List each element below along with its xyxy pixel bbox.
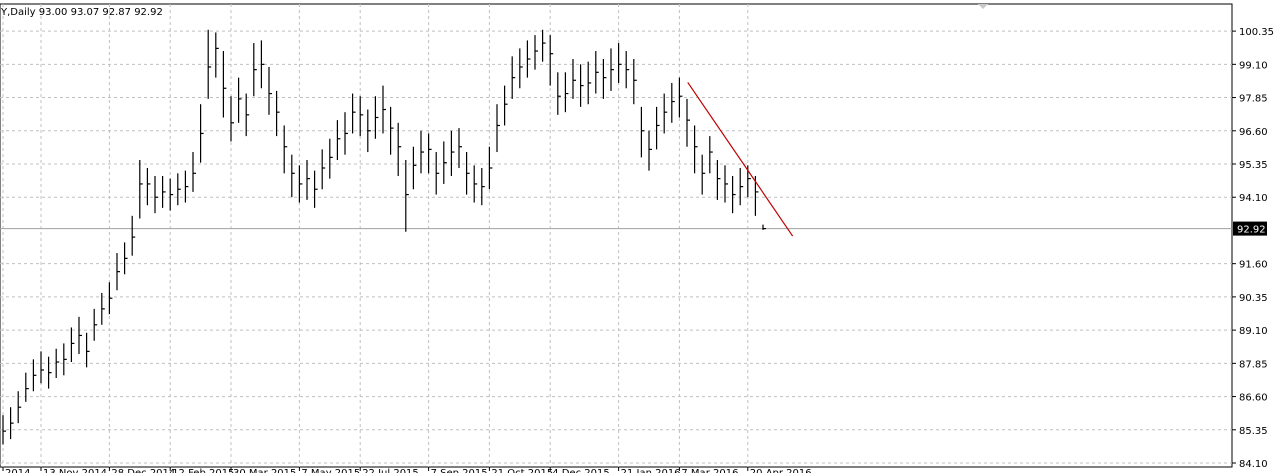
y-tick-label: 90.35 — [1239, 293, 1268, 304]
plot-frame — [0, 3, 1233, 468]
x-tick-label: 20 Apr 2016 — [750, 468, 812, 473]
x-tick-label: 4 Dec 2015 — [552, 468, 610, 473]
y-tick-label: 96.60 — [1239, 127, 1268, 138]
x-tick-label: 12 Feb 2015 — [172, 468, 234, 473]
x-tick-label: 7 May 2015 — [301, 468, 360, 473]
x-tick-label: 7 Mar 2016 — [681, 468, 738, 473]
x-tick-label: 2014 — [5, 468, 30, 473]
y-tick-label: 84.10 — [1239, 459, 1268, 470]
x-tick-label: 22 Jul 2015 — [362, 468, 419, 473]
y-tick-label: 89.10 — [1239, 326, 1268, 337]
trendline — [687, 82, 794, 237]
y-tick-label: 85.35 — [1239, 426, 1268, 437]
x-tick-label: 30 Mar 2015 — [233, 468, 296, 473]
y-tick-label: 97.85 — [1239, 94, 1268, 105]
y-tick-label: 91.60 — [1239, 260, 1268, 271]
last-price-label: 92.92 — [1237, 225, 1266, 236]
shift-marker — [978, 4, 988, 9]
y-tick-label: 94.10 — [1239, 193, 1268, 204]
y-tick-label: 100.35 — [1239, 27, 1274, 38]
y-tick-label: 87.85 — [1239, 359, 1268, 370]
x-tick-label: 21 Oct 2015 — [491, 468, 553, 473]
y-tick-label: 99.10 — [1239, 60, 1268, 71]
x-tick-label: 21 Jan 2016 — [621, 468, 681, 473]
last-price-box — [1233, 221, 1267, 236]
x-tick-label: 28 Dec 2014 — [111, 468, 175, 473]
x-tick-label: 7 Sep 2015 — [431, 468, 488, 473]
x-tick-label: 13 Nov 2014 — [43, 468, 107, 473]
chart-header: Y,Daily 93.00 93.07 92.87 92.92 — [0, 7, 163, 18]
y-tick-label: 86.60 — [1239, 393, 1268, 404]
y-tick-label: 95.35 — [1239, 160, 1268, 171]
